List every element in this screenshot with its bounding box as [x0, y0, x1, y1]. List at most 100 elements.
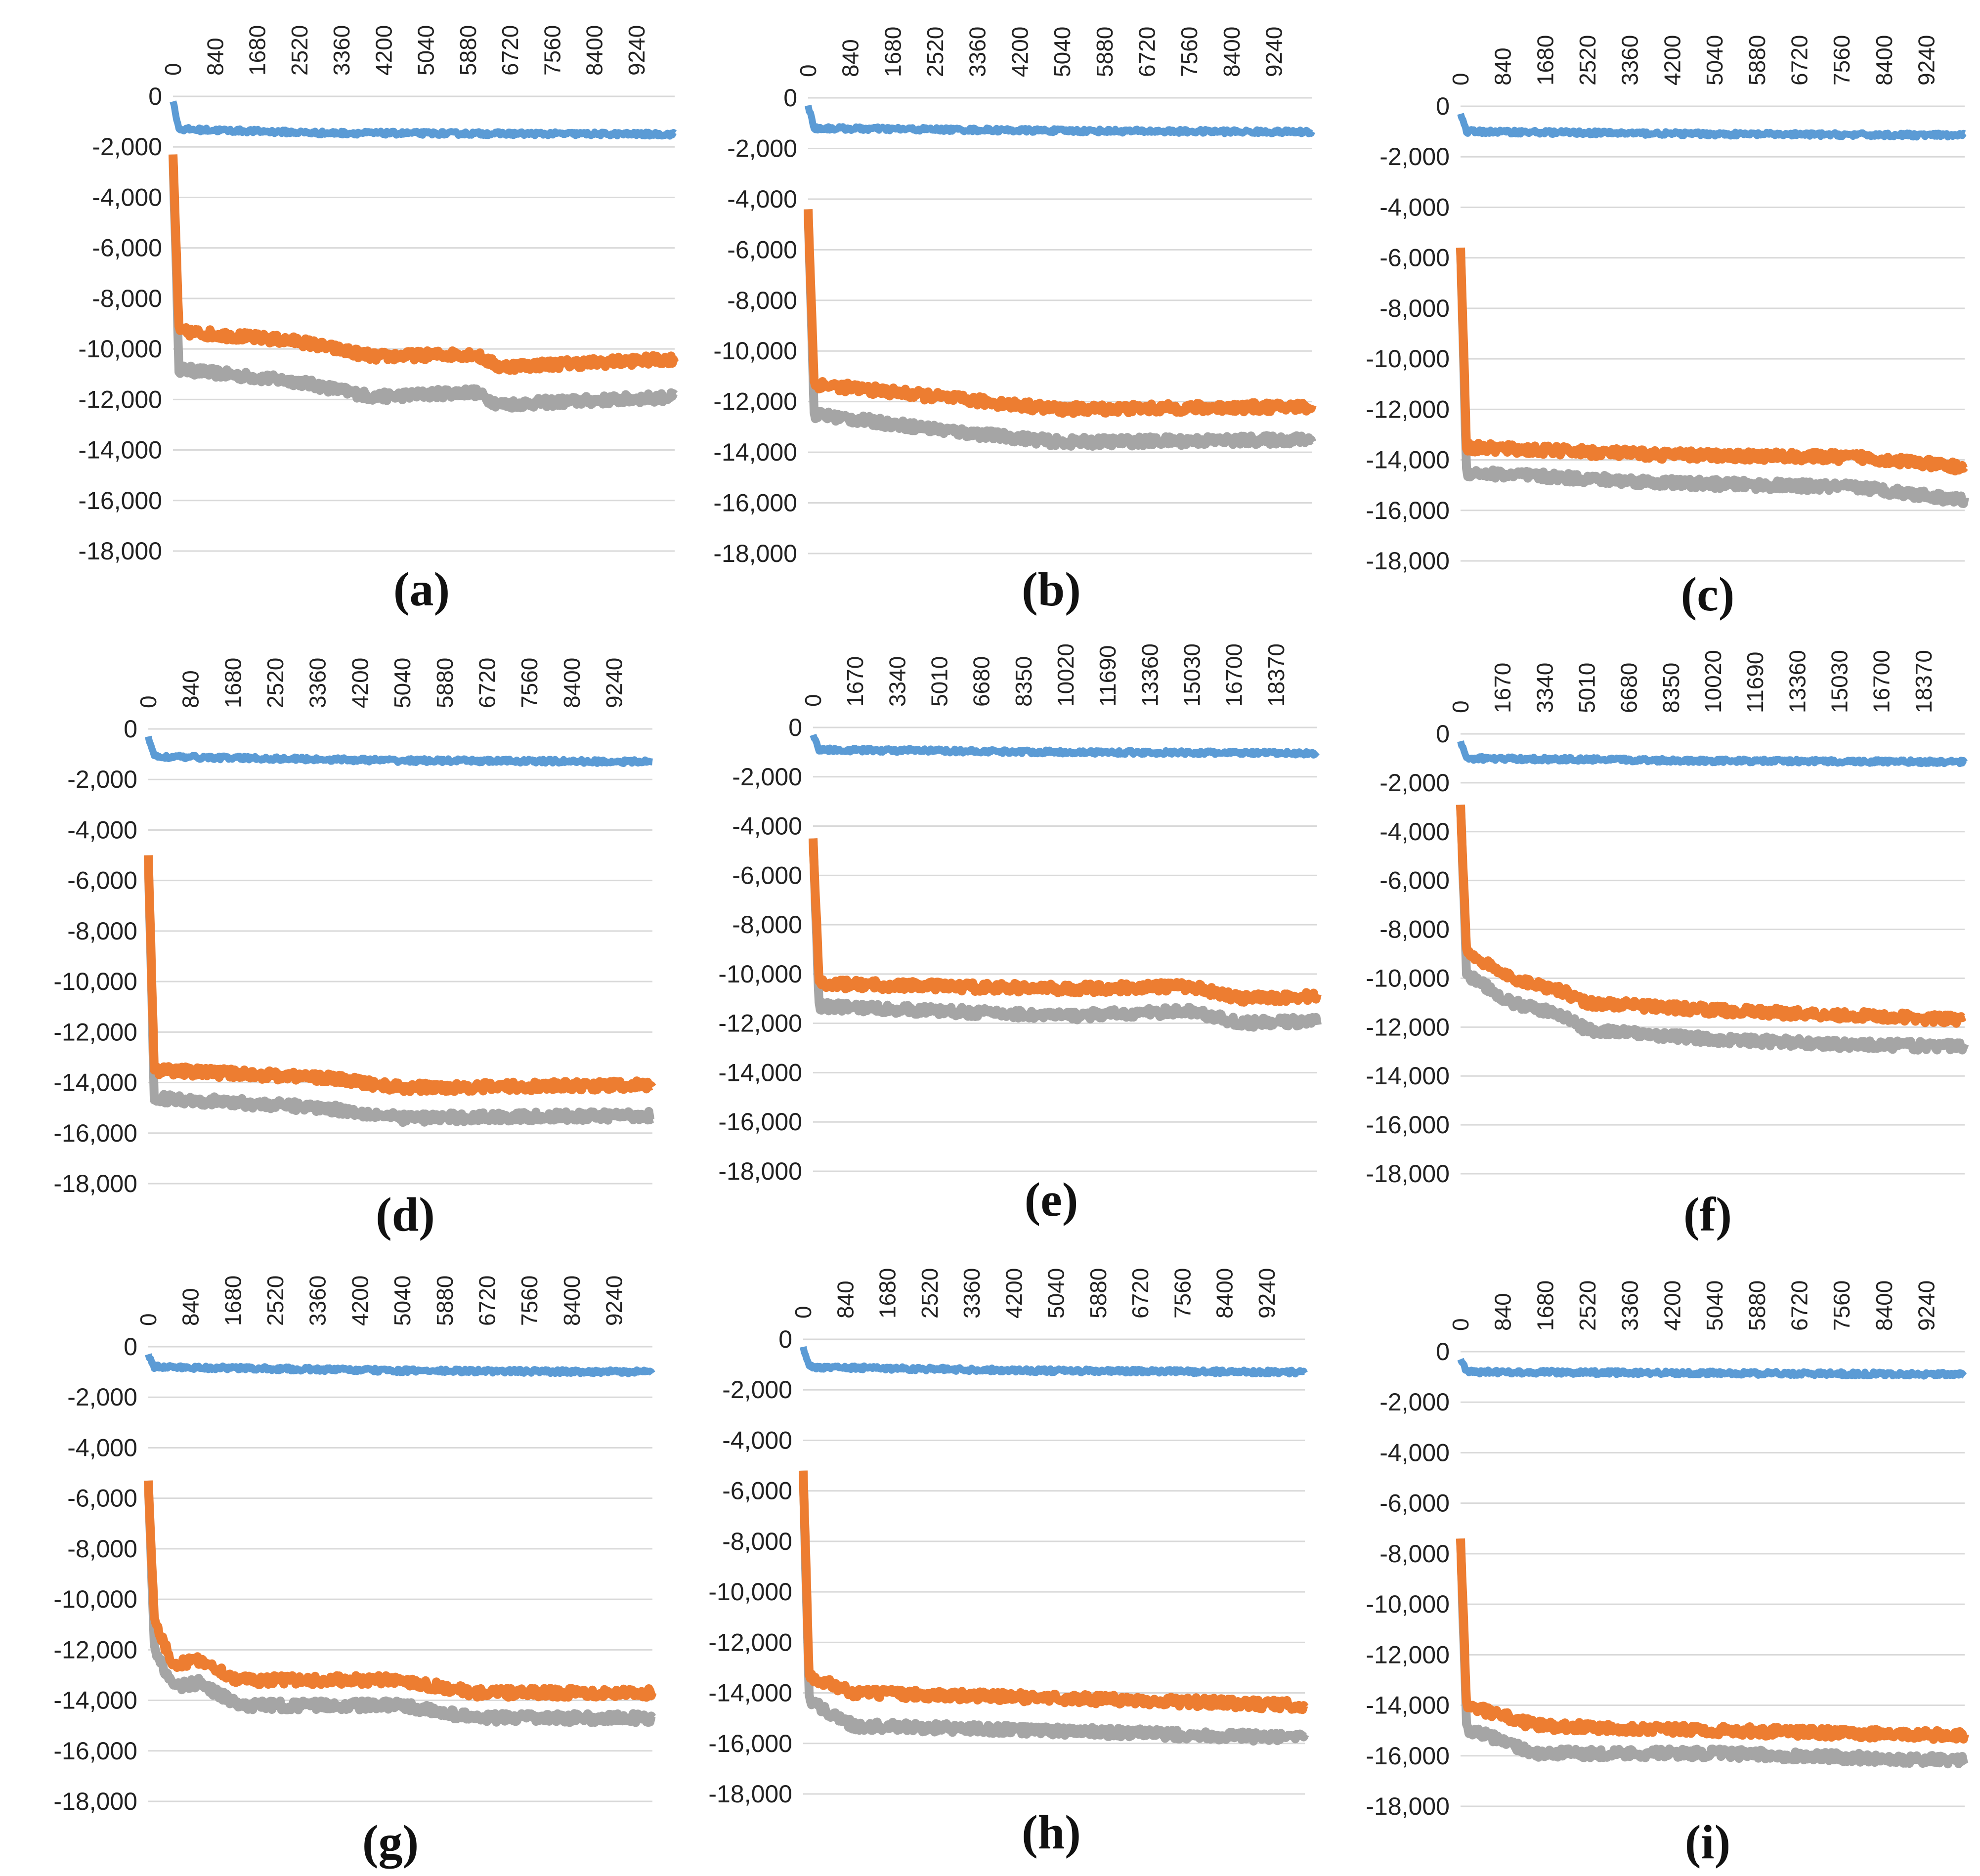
series-gray-line — [169, 154, 678, 413]
x-tick-label: 7560 — [517, 1276, 542, 1326]
x-tick-label: 3360 — [305, 658, 331, 708]
panel-label: (c) — [1681, 568, 1735, 621]
y-tick-label: -8,000 — [67, 1535, 137, 1563]
x-tick-label: 1680 — [220, 658, 246, 708]
y-tick-label: -16,000 — [78, 487, 162, 514]
x-tick-label: 2520 — [917, 1268, 943, 1319]
y-tick-label: -2,000 — [722, 1376, 792, 1404]
x-tick-label: 5880 — [432, 658, 458, 708]
y-tick-label: -16,000 — [53, 1737, 137, 1765]
series-orange-line — [1456, 805, 1968, 1028]
y-tick-label: -16,000 — [1366, 1742, 1450, 1770]
y-tick-label: -2,000 — [1379, 143, 1450, 171]
series-blue-line — [170, 100, 677, 140]
y-tick-label: 0 — [1436, 92, 1450, 120]
y-tick-label: 0 — [788, 714, 802, 741]
y-tick-label: -4,000 — [1379, 818, 1450, 846]
x-tick-label: 840 — [832, 1280, 858, 1319]
x-tick-label: 840 — [202, 38, 228, 76]
series-blue-line — [145, 735, 655, 767]
y-tick-label: -14,000 — [53, 1687, 137, 1714]
y-tick-label: -14,000 — [1366, 446, 1450, 474]
y-tick-label: 0 — [148, 83, 162, 110]
x-tick-label: 6720 — [1134, 27, 1160, 77]
x-tick-label: 2520 — [1575, 1280, 1600, 1331]
x-tick-label: 1680 — [1532, 1280, 1558, 1331]
y-tick-label: -18,000 — [53, 1788, 137, 1815]
x-tick-label: 9240 — [601, 658, 627, 708]
x-tick-label: 5010 — [1574, 663, 1600, 713]
y-tick-label: -4,000 — [1379, 1439, 1450, 1466]
x-tick-label: 16700 — [1869, 650, 1894, 713]
y-tick-label: 0 — [1436, 720, 1450, 748]
series-blue-line — [810, 733, 1320, 759]
chart-panel-g: 0 -2,000 -4,000 -6,000 -8,000 -10,000 -12,000 -… — [53, 1276, 657, 1869]
y-tick-label: -6,000 — [1379, 244, 1450, 272]
x-tick-label: 6720 — [1127, 1268, 1153, 1319]
x-tick-label: 6720 — [497, 25, 523, 76]
x-tick-label: 0 — [800, 694, 826, 707]
chart-panel-b: 0 -2,000 -4,000 -6,000 -8,000 -10,000 -12,000 -… — [713, 27, 1317, 616]
y-tick-label: -18,000 — [713, 540, 797, 567]
series-blue-line — [145, 1353, 655, 1377]
series-blue-line — [1457, 113, 1967, 141]
series-orange-line — [804, 209, 1317, 418]
panel-label: (d) — [376, 1188, 435, 1241]
y-tick-label: -8,000 — [1379, 295, 1450, 322]
y-tick-label: -16,000 — [713, 489, 797, 517]
x-tick-label: 840 — [178, 670, 204, 708]
x-tick-label: 5040 — [1702, 1280, 1727, 1331]
y-tick-label: -12,000 — [1366, 1013, 1450, 1041]
y-tick-label: -8,000 — [67, 917, 137, 945]
x-tick-label: 5880 — [1085, 1268, 1111, 1319]
x-tick-label: 0 — [160, 63, 186, 76]
x-tick-label: 3340 — [1532, 663, 1557, 713]
x-tick-label: 7560 — [1169, 1268, 1195, 1319]
y-tick-label: -10,000 — [1366, 1590, 1450, 1618]
series-orange-line — [1456, 247, 1968, 475]
y-tick-label: -4,000 — [92, 183, 162, 211]
x-tick-label: 840 — [838, 39, 863, 77]
x-tick-label: 16700 — [1221, 643, 1247, 707]
x-tick-label: 9240 — [601, 1276, 627, 1326]
y-tick-label: -12,000 — [708, 1628, 792, 1656]
x-tick-label: 0 — [1448, 1318, 1473, 1331]
y-tick-label: -12,000 — [718, 1010, 802, 1037]
x-tick-label: 0 — [135, 695, 161, 708]
y-tick-label: -8,000 — [1379, 916, 1450, 943]
x-tick-label: 6720 — [474, 658, 500, 708]
x-tick-label: 5040 — [413, 25, 439, 76]
chart-panel-i: 0 -2,000 -4,000 -6,000 -8,000 -10,000 -12,000 -… — [1366, 1280, 1969, 1869]
x-tick-label: 4200 — [371, 25, 396, 76]
panel-label: (f) — [1683, 1188, 1732, 1241]
x-tick-label: 5880 — [1744, 1280, 1770, 1331]
y-tick-label: -4,000 — [722, 1426, 792, 1454]
y-tick-label: -6,000 — [727, 236, 797, 263]
panel-label: (i) — [1685, 1816, 1731, 1869]
x-tick-label: 8400 — [1871, 1280, 1897, 1331]
x-tick-label: 4200 — [1001, 1268, 1027, 1319]
x-tick-label: 6720 — [1786, 1280, 1812, 1331]
x-tick-label: 0 — [795, 64, 821, 77]
y-tick-label: -16,000 — [1366, 1111, 1450, 1139]
x-tick-label: 11690 — [1095, 645, 1120, 707]
panel-label: (e) — [1025, 1173, 1078, 1227]
x-tick-label: 8400 — [582, 25, 607, 76]
y-tick-label: -6,000 — [1379, 1490, 1450, 1517]
series-gray-line — [1456, 805, 1969, 1055]
x-tick-label: 3360 — [305, 1276, 331, 1326]
y-tick-label: -18,000 — [718, 1157, 802, 1185]
x-tick-label: 5880 — [455, 25, 481, 76]
x-tick-label: 9240 — [1261, 27, 1287, 77]
y-tick-label: -2,000 — [727, 134, 797, 162]
x-tick-label: 7560 — [517, 658, 542, 708]
y-tick-label: -8,000 — [727, 287, 797, 314]
chart-panel-d: 0 -2,000 -4,000 -6,000 -8,000 -10,000 -12,000 -… — [53, 658, 656, 1241]
x-tick-label: 5880 — [1092, 27, 1118, 77]
y-tick-label: 0 — [783, 84, 797, 112]
x-tick-label: 8400 — [1871, 35, 1897, 85]
x-tick-label: 840 — [1490, 1293, 1516, 1331]
series-orange-line — [144, 1480, 657, 1702]
y-tick-label: -2,000 — [67, 1383, 137, 1411]
